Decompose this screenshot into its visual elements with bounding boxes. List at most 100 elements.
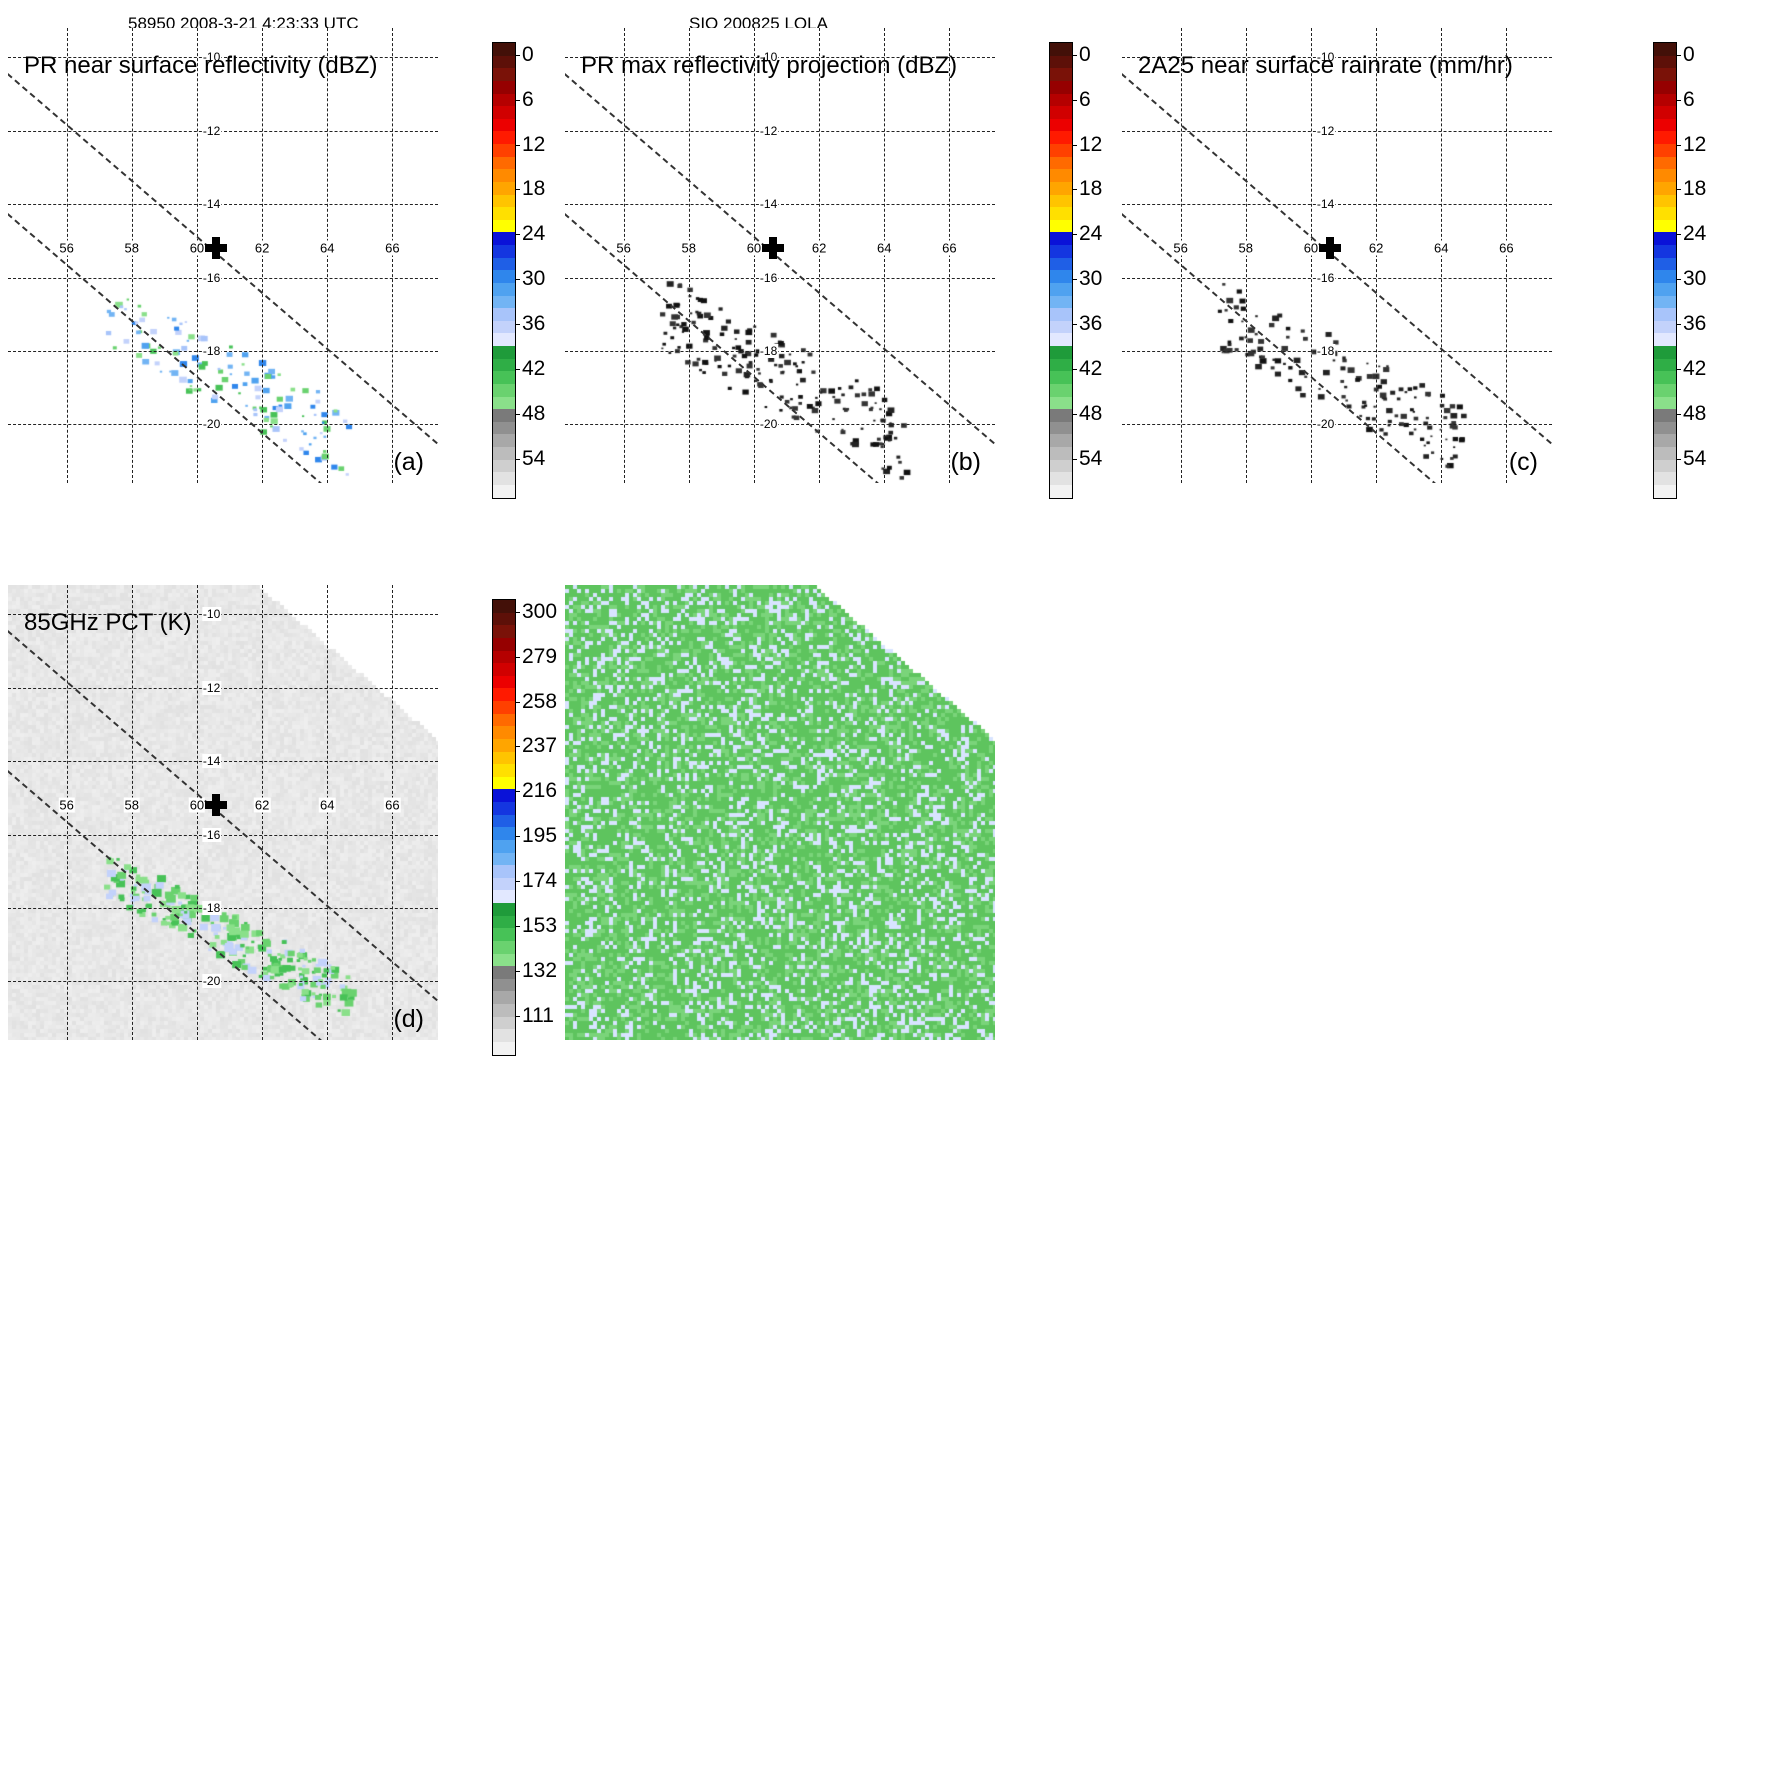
- panel-b[interactable]: 56 58 60 62 64 66 -10 -12 -14 -16 -18 -20 PR max ref…: [565, 28, 995, 483]
- colorbar-segment: [1050, 93, 1072, 107]
- colorbar-segment: [493, 383, 515, 397]
- colorbar-segment: [1654, 270, 1676, 283]
- storm-center-cross-icon: [205, 237, 228, 260]
- colorbar-segment: [1050, 55, 1072, 69]
- colorbar-tick-label: 279: [512, 644, 558, 668]
- colorbar-segment: [493, 421, 515, 435]
- colorbar-tick-label: 48: [1673, 402, 1707, 426]
- panel-title-b: PR max reflectivity projection (dBZ): [581, 52, 958, 79]
- colorbar-segment: [1050, 472, 1072, 485]
- colorbar-segment: [1654, 43, 1676, 56]
- colorbar-segment: [1050, 308, 1072, 321]
- colorbar-segment: [1050, 282, 1072, 296]
- colorbar-tick-label: 24: [1069, 222, 1103, 246]
- colorbar-segment: [493, 333, 515, 346]
- colorbar-segment: [1654, 282, 1676, 296]
- colorbar-segment: [1654, 434, 1676, 447]
- colorbar-segment: [493, 232, 515, 245]
- colorbar-segment: [493, 612, 515, 626]
- colorbar-segment: [493, 852, 515, 866]
- colorbar-segment: [493, 701, 515, 714]
- colorbar-segment: [1654, 55, 1676, 69]
- colorbar-segment: [493, 764, 515, 777]
- panel-data-layer: [8, 585, 438, 1040]
- colorbar-segment: [493, 459, 515, 473]
- colorbar: [1049, 42, 1073, 499]
- colorbar-tick-label: 300: [512, 599, 558, 623]
- colorbar-segment: [493, 472, 515, 485]
- colorbar-segment: [1050, 396, 1072, 410]
- colorbar-tick-label: 111: [513, 1004, 554, 1028]
- colorbar-segment: [493, 1016, 515, 1030]
- colorbar-segment: [1654, 68, 1676, 81]
- colorbar-segment: [493, 169, 515, 182]
- colorbar-segment: [493, 751, 515, 765]
- colorbar-segment: [493, 776, 515, 790]
- colorbar-segment: [1654, 358, 1676, 372]
- colorbar-segment: [1050, 131, 1072, 144]
- colorbar-tick-label: 36: [1673, 312, 1707, 336]
- panel-data-layer: [8, 28, 438, 483]
- colorbar-segment: [493, 434, 515, 447]
- colorbar-tick-label: 42: [1069, 357, 1103, 381]
- colorbar-segment: [493, 409, 515, 422]
- colorbar-segment: [1654, 320, 1676, 334]
- colorbar-tick-label: 24: [1673, 222, 1707, 246]
- colorbar-segment: [1050, 80, 1072, 94]
- colorbar-segment: [1050, 194, 1072, 208]
- panel-d[interactable]: 56 58 60 62 64 66 -10 -12 -14 -16 -18 -20 85GHz PCT …: [8, 585, 438, 1040]
- colorbar-tick-label: 54: [512, 447, 546, 471]
- panel-tag-d: (d): [393, 1005, 424, 1033]
- colorbar-tick-label: 18: [1069, 177, 1103, 201]
- colorbar-segment: [1050, 232, 1072, 245]
- colorbar-segment: [493, 865, 515, 878]
- colorbar-segment: [493, 396, 515, 410]
- colorbar-segment: [493, 308, 515, 321]
- colorbar-segment: [493, 991, 515, 1004]
- colorbar-segment: [1654, 459, 1676, 473]
- colorbar-tick-label: 30: [512, 267, 546, 291]
- panel-e[interactable]: [565, 585, 995, 1040]
- colorbar-tick-label: 36: [512, 312, 546, 336]
- panel-c[interactable]: 56 58 60 62 64 66 -10 -12 -14 -16 -18 -20 2A25 near …: [1122, 28, 1552, 483]
- colorbar-tick-label: 54: [1673, 447, 1707, 471]
- panel-data-layer: [565, 28, 995, 483]
- colorbar-segment: [493, 839, 515, 853]
- panel-title-d: 85GHz PCT (K): [24, 609, 192, 636]
- colorbar-segment: [493, 940, 515, 954]
- colorbar-segment: [1050, 295, 1072, 309]
- colorbar-segment: [1654, 409, 1676, 422]
- colorbar-segment: [1654, 169, 1676, 182]
- colorbar-segment: [493, 207, 515, 220]
- colorbar-segment: [1050, 333, 1072, 346]
- colorbar-segment: [1654, 396, 1676, 410]
- colorbar-segment: [1050, 156, 1072, 170]
- colorbar-segment: [1654, 333, 1676, 346]
- colorbar-segment: [1050, 106, 1072, 119]
- colorbar-segment: [493, 903, 515, 916]
- colorbar-segment: [493, 106, 515, 119]
- colorbar-segment: [1050, 459, 1072, 473]
- colorbar-tick-label: 12: [1673, 132, 1707, 156]
- colorbar-segment: [1654, 447, 1676, 460]
- colorbar-segment: [493, 650, 515, 664]
- colorbar-segment: [493, 371, 515, 384]
- colorbar-tick-label: 42: [1673, 357, 1707, 381]
- colorbar-segment: [1654, 144, 1676, 157]
- colorbar-tick-label: 6: [513, 87, 534, 111]
- colorbar-tick-label: 0: [1674, 42, 1695, 66]
- colorbar-segment: [1654, 245, 1676, 258]
- colorbar-segment: [493, 1004, 515, 1017]
- colorbar-segment: [493, 346, 515, 359]
- colorbar-segment: [493, 1041, 515, 1055]
- colorbar-segment: [1050, 434, 1072, 447]
- panel-a[interactable]: 56 58 60 62 64 66 -10 -12 -14 -16 -18 -20 PR near su…: [8, 28, 438, 483]
- colorbar-segment: [493, 827, 515, 840]
- colorbar-segment: [493, 194, 515, 208]
- colorbar-segment: [493, 55, 515, 69]
- colorbar-tick-label: 30: [1673, 267, 1707, 291]
- colorbar-segment: [1050, 181, 1072, 195]
- colorbar-tick-label: 54: [1069, 447, 1103, 471]
- colorbar-segment: [493, 928, 515, 941]
- colorbar-tick-label: 216: [512, 779, 558, 803]
